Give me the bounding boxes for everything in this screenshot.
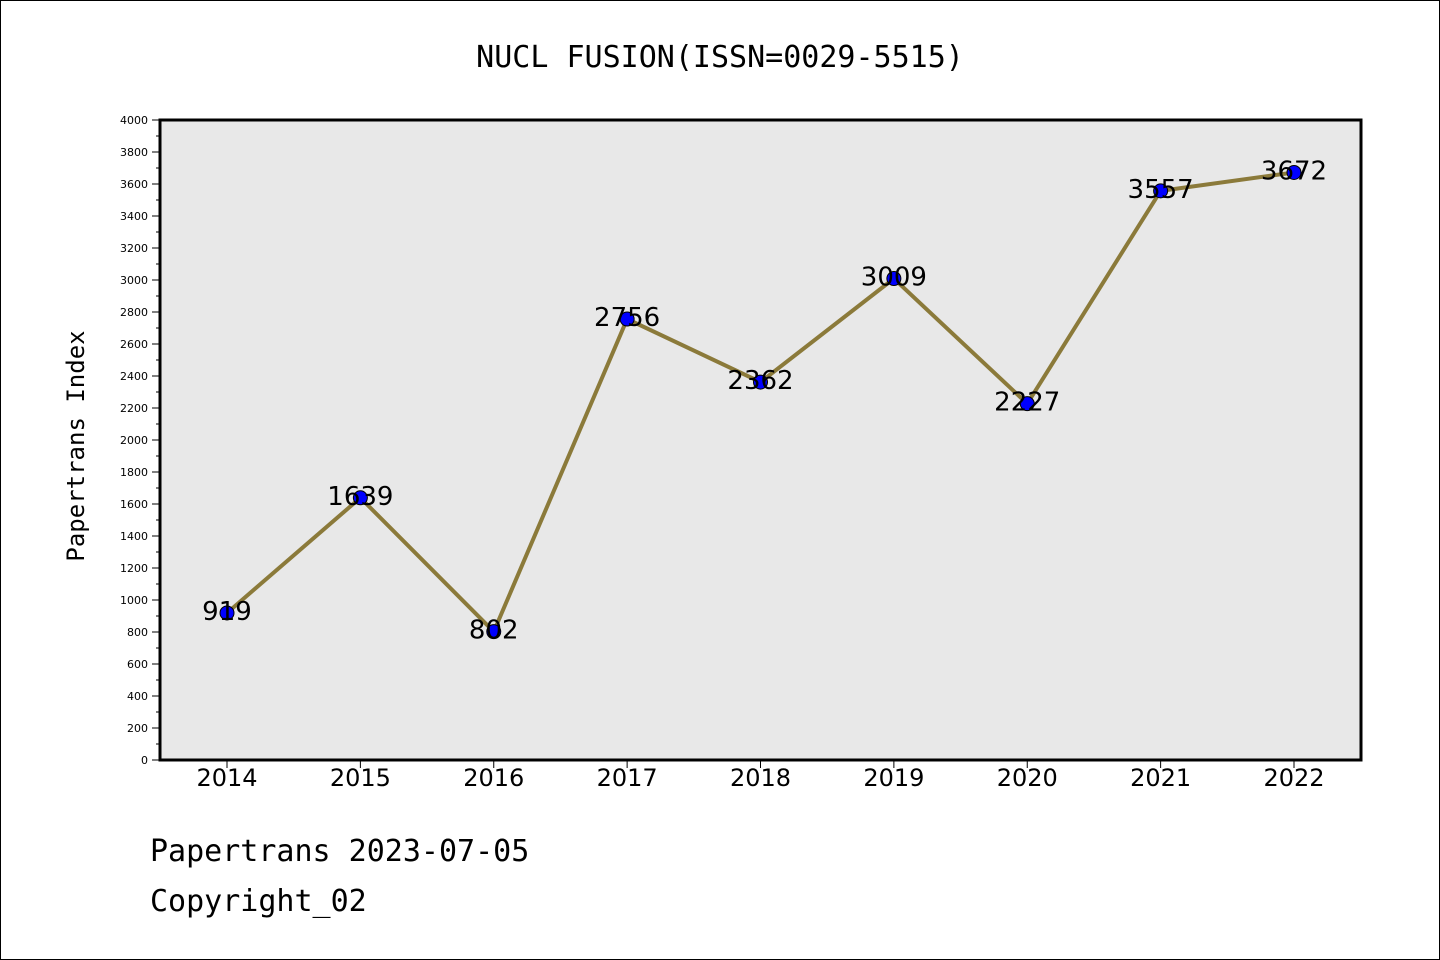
- data-label: 3557: [1128, 175, 1194, 205]
- series: [219, 164, 1302, 640]
- y-tick-label: 3600: [120, 178, 148, 191]
- data-point: [486, 624, 502, 640]
- axis-ticks: 0 200 400 600 800 1000 1200 1400 1600 1800 2000 220…: [120, 114, 1325, 792]
- data-label: 1639: [327, 482, 393, 512]
- data-label: 2227: [994, 388, 1060, 418]
- y-tick-label: 3400: [120, 210, 148, 223]
- data-point: [219, 605, 235, 621]
- data-label: 2756: [594, 303, 660, 333]
- data-label: 919: [202, 597, 252, 627]
- x-tick-label: 2018: [730, 764, 791, 792]
- y-tick-label: 400: [127, 690, 148, 703]
- data-point: [352, 490, 368, 506]
- y-tick-label: 2200: [120, 402, 148, 415]
- y-tick-label: 2800: [120, 306, 148, 319]
- footer-date: Papertrans 2023-07-05: [150, 834, 530, 869]
- plot-area: [158, 118, 1363, 762]
- chart-title: NUCL FUSION(ISSN=0029-5515): [476, 40, 964, 75]
- data-point: [1153, 183, 1169, 199]
- y-tick-label: 1200: [120, 562, 148, 575]
- x-tick-label: 2016: [463, 764, 524, 792]
- y-axis-label: Papertrans Index: [62, 330, 90, 561]
- y-tick-label: 2600: [120, 338, 148, 351]
- y-tick-label: 1000: [120, 594, 148, 607]
- y-tick-label: 1800: [120, 466, 148, 479]
- y-tick-label: 0: [141, 754, 148, 767]
- x-tick-label: 2014: [196, 764, 257, 792]
- y-tick-label: 1600: [120, 498, 148, 511]
- data-label: 3672: [1261, 156, 1327, 186]
- x-tick-label: 2020: [997, 764, 1058, 792]
- data-point: [1019, 396, 1035, 412]
- data-point: [619, 311, 635, 327]
- y-tick-label: 2400: [120, 370, 148, 383]
- x-tick-label: 2022: [1263, 764, 1324, 792]
- x-tick-label: 2021: [1130, 764, 1191, 792]
- data-label: 2362: [727, 366, 793, 396]
- data-labels: 919 1639 802 2756 2362 3009 2227 3557 3672: [202, 156, 1327, 645]
- footer-copyright: Copyright_02: [150, 884, 367, 919]
- y-tick-label: 1400: [120, 530, 148, 543]
- x-tick-label: 2017: [597, 764, 658, 792]
- data-point: [886, 271, 902, 287]
- y-tick-label: 200: [127, 722, 148, 735]
- y-tick-label: 4000: [120, 114, 148, 127]
- x-tick-label: 2019: [863, 764, 924, 792]
- data-label: 802: [469, 616, 519, 646]
- y-tick-label: 3000: [120, 274, 148, 287]
- y-tick-label: 800: [127, 626, 148, 639]
- y-tick-label: 3200: [120, 242, 148, 255]
- y-tick-label: 600: [127, 658, 148, 671]
- data-label: 3009: [861, 263, 927, 293]
- data-point: [1286, 164, 1302, 180]
- x-tick-label: 2015: [330, 764, 391, 792]
- y-tick-label: 3800: [120, 146, 148, 159]
- data-point: [753, 374, 768, 390]
- y-tick-label: 2000: [120, 434, 148, 447]
